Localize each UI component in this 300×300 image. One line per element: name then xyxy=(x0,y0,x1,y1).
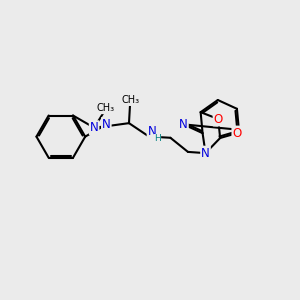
Text: N: N xyxy=(90,121,98,134)
Text: H: H xyxy=(154,134,161,143)
Text: O: O xyxy=(214,112,223,125)
Text: N: N xyxy=(179,118,188,131)
Text: O: O xyxy=(232,127,242,140)
Text: N: N xyxy=(201,147,210,160)
Text: N: N xyxy=(148,125,156,138)
Text: CH₃: CH₃ xyxy=(121,95,139,105)
Text: N: N xyxy=(102,118,111,131)
Text: CH₃: CH₃ xyxy=(97,103,115,113)
